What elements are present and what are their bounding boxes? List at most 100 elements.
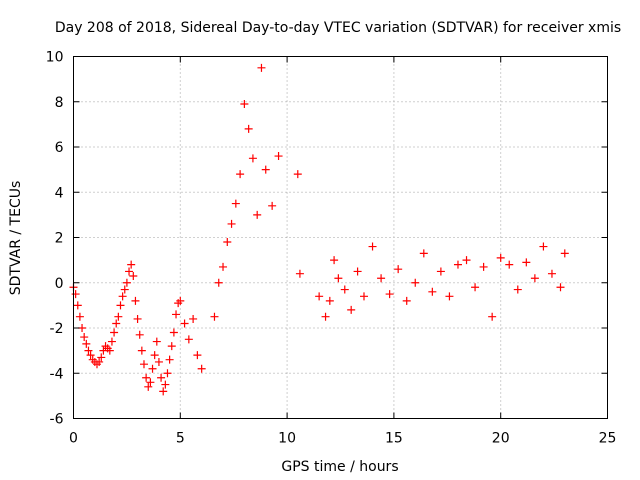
axis-ticks: -6 -4 -2 0 2 4 6 8 10 0 5 10 15 20 25: [46, 50, 617, 447]
chart-title: Day 208 of 2018, Sidereal Day-to-day VTE…: [55, 20, 621, 36]
data-point: [274, 152, 283, 161]
data-point: [330, 256, 339, 265]
data-point: [114, 312, 123, 321]
data-point: [539, 242, 548, 251]
data-point: [227, 219, 236, 228]
data-point: [157, 373, 166, 382]
data-point: [144, 382, 153, 391]
data-point: [112, 319, 121, 328]
data-point: [402, 296, 411, 305]
data-point: [257, 63, 266, 72]
data-point: [139, 360, 148, 369]
data-point: [453, 260, 462, 269]
data-point: [84, 346, 93, 355]
data-point: [118, 292, 127, 301]
y-tick-label: -6: [50, 412, 64, 428]
data-point: [125, 267, 134, 276]
y-axis-label: SDTVAR / TECUs: [8, 181, 24, 296]
data-point: [161, 380, 170, 389]
data-point: [137, 346, 146, 355]
data-point: [82, 339, 91, 348]
data-point: [496, 253, 505, 262]
data-point: [530, 274, 539, 283]
data-point: [105, 346, 114, 355]
data-point: [359, 292, 368, 301]
data-point: [385, 290, 394, 299]
data-point: [176, 296, 185, 305]
data-point: [110, 328, 119, 337]
data-point: [411, 278, 420, 287]
data-point: [488, 312, 497, 321]
data-point: [127, 260, 136, 269]
data-point: [368, 242, 377, 251]
data-point: [169, 328, 178, 337]
data-point: [377, 274, 386, 283]
data-point: [133, 314, 142, 323]
data-point: [315, 292, 324, 301]
y-tick-label: 10: [46, 50, 64, 66]
data-point: [334, 274, 343, 283]
data-point: [97, 353, 106, 362]
data-point: [71, 290, 80, 299]
y-tick-label: 8: [55, 95, 64, 111]
data-point: [231, 199, 240, 208]
data-point: [445, 292, 454, 301]
data-point: [197, 364, 206, 373]
data-point: [244, 124, 253, 133]
data-point: [340, 285, 349, 294]
y-tick-label: 6: [55, 140, 64, 156]
data-point: [180, 319, 189, 328]
data-point: [154, 357, 163, 366]
data-point: [268, 201, 277, 210]
data-point: [560, 249, 569, 258]
data-point: [86, 351, 95, 360]
x-tick-label: 25: [599, 431, 617, 447]
data-point: [120, 285, 129, 294]
y-tick-label: 0: [55, 276, 64, 292]
data-point: [75, 312, 84, 321]
x-tick-label: 10: [278, 431, 296, 447]
data-point: [513, 285, 522, 294]
data-point: [129, 271, 138, 280]
data-point: [135, 330, 144, 339]
data-point: [214, 278, 223, 287]
data-point: [261, 165, 270, 174]
data-point: [436, 267, 445, 276]
data-point: [165, 355, 174, 364]
data-point: [184, 335, 193, 344]
data-point: [107, 337, 116, 346]
data-point: [148, 364, 157, 373]
data-point: [471, 283, 480, 292]
x-tick-label: 0: [69, 431, 78, 447]
data-point: [193, 351, 202, 360]
data-point: [462, 256, 471, 265]
y-tick-label: 2: [55, 231, 64, 247]
grid: [73, 56, 608, 419]
data-point: [146, 378, 155, 387]
data-point: [150, 351, 159, 360]
y-tick-label: -4: [50, 366, 64, 382]
data-point: [219, 262, 228, 271]
data-point: [347, 305, 356, 314]
x-tick-label: 5: [176, 431, 185, 447]
y-tick-label: 4: [55, 185, 64, 201]
data-point: [248, 154, 257, 163]
data-point: [189, 314, 198, 323]
data-point: [223, 238, 232, 247]
x-tick-label: 20: [492, 431, 510, 447]
data-point: [295, 269, 304, 278]
y-tick-label: -2: [50, 321, 64, 337]
data-point: [325, 296, 334, 305]
data-point: [293, 170, 302, 179]
data-point: [122, 278, 131, 287]
data-point: [240, 100, 249, 109]
data-point: [116, 301, 125, 310]
data-point: [253, 210, 262, 219]
data-point: [159, 387, 168, 396]
data-points: [69, 63, 569, 396]
data-point: [142, 373, 151, 382]
data-point: [321, 312, 330, 321]
data-point: [73, 301, 82, 310]
data-point: [163, 369, 172, 378]
data-point: [236, 170, 245, 179]
